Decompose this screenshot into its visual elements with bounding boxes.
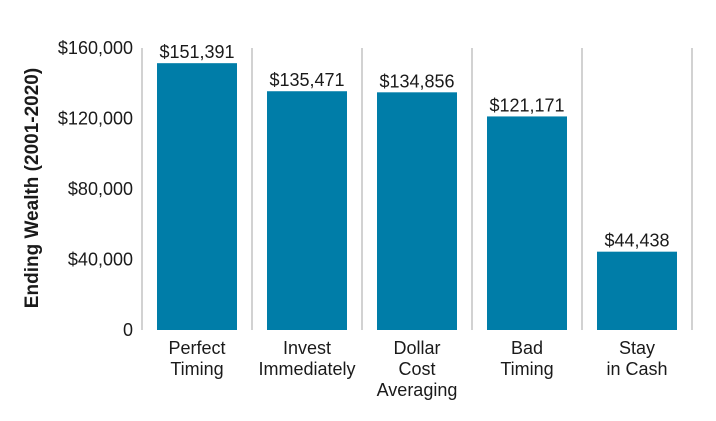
x-tick-label: Perfect Timing [168, 338, 225, 379]
data-labels: $151,391 $135,471 $134,856 $121,171 $44,438 [159, 42, 669, 251]
bar [157, 63, 237, 330]
y-tick-label: $120,000 [58, 109, 133, 129]
bar [377, 92, 457, 330]
bar [597, 251, 677, 330]
data-label: $151,391 [159, 42, 234, 62]
y-axis-ticks: 0 $40,000 $80,000 $120,000 $160,000 [58, 38, 133, 340]
y-axis-label: Ending Wealth (2001-2020) [22, 68, 43, 308]
y-tick-label: $160,000 [58, 38, 133, 58]
y-tick-label: $80,000 [68, 179, 133, 199]
data-label: $134,856 [379, 71, 454, 91]
data-label: $121,171 [489, 95, 564, 115]
y-tick-label: 0 [123, 320, 133, 340]
category-separators [141, 48, 693, 330]
x-tick-label: Dollar Cost Averaging [377, 338, 458, 400]
y-tick-label: $40,000 [68, 250, 133, 270]
data-label: $44,438 [604, 231, 669, 251]
x-tick-label: Bad Timing [500, 338, 553, 379]
data-label: $135,471 [269, 70, 344, 90]
bar [487, 116, 567, 330]
x-tick-label: Invest Immediately [258, 338, 355, 379]
x-axis-ticks: Perfect Timing Invest Immediately Dollar Cost… [168, 338, 667, 400]
x-tick-label: Stay in Cash [606, 338, 667, 379]
bars [157, 63, 677, 330]
bar [267, 91, 347, 330]
